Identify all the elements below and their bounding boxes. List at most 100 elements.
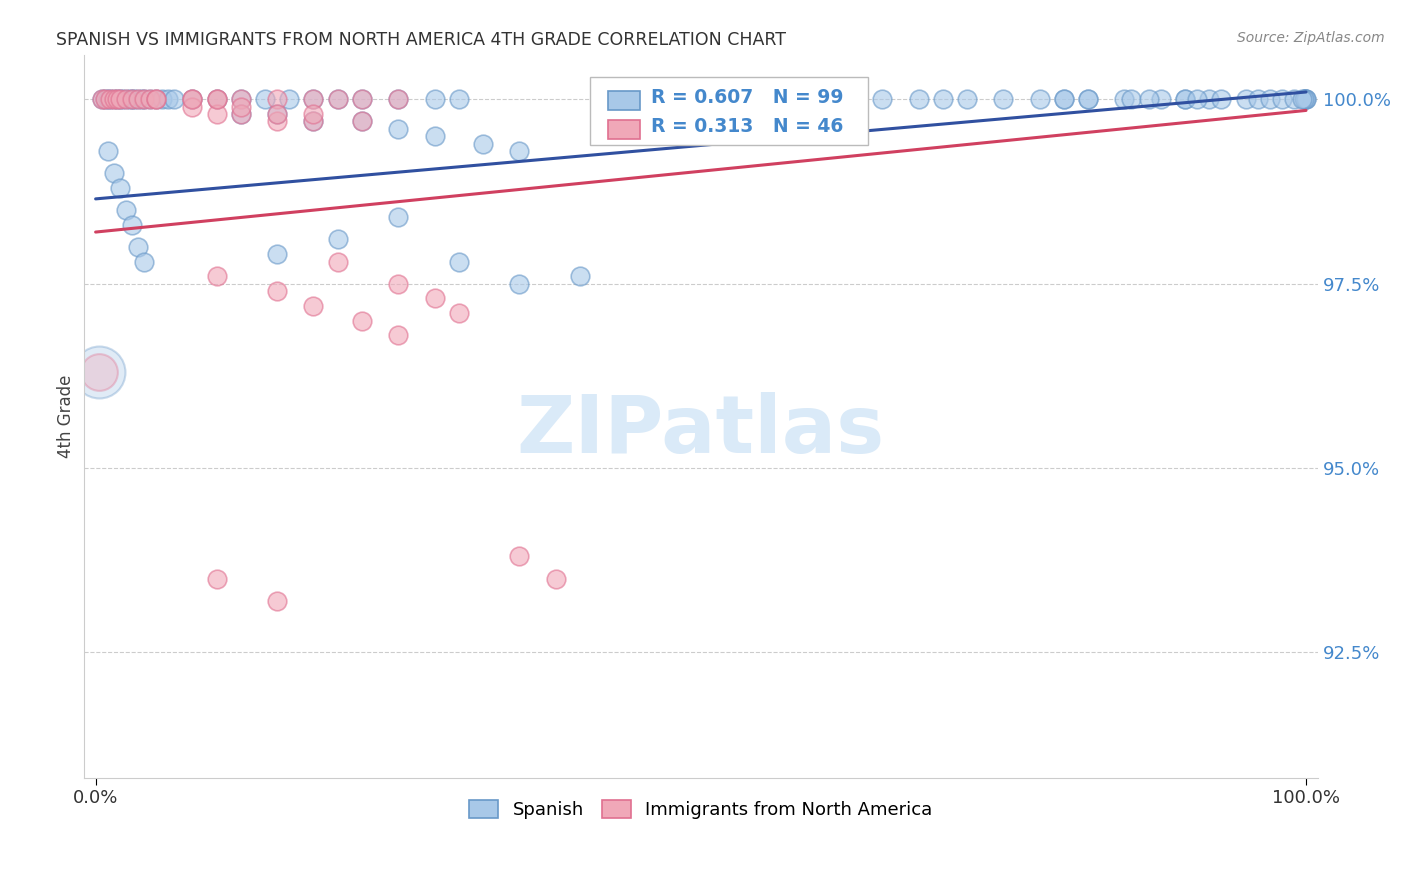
Point [387,92,409,106]
FancyBboxPatch shape [609,120,640,139]
Point [835,92,858,106]
Point [89,365,111,379]
Point [97,92,120,106]
Point [181,92,204,106]
Point [326,254,349,268]
Point [94,92,117,106]
Point [121,92,143,106]
Point [108,181,131,195]
Point [205,92,228,106]
Point [387,211,409,225]
Point [1077,92,1099,106]
Point [544,572,567,586]
Point [447,254,470,268]
Point [266,107,288,121]
Point [907,92,929,106]
Point [1174,92,1197,106]
Point [127,92,149,106]
Point [1053,92,1076,106]
Point [302,92,325,106]
Point [326,92,349,106]
Point [326,92,349,106]
Point [302,107,325,121]
Point [1077,92,1099,106]
Point [1282,92,1305,106]
Point [266,284,288,298]
Point [956,92,979,106]
Point [145,92,167,106]
Point [423,129,446,144]
Point [302,92,325,106]
Point [350,114,373,128]
Point [508,144,530,158]
Point [118,92,141,106]
Point [302,299,325,313]
Point [350,92,373,106]
Point [1211,92,1233,106]
Point [132,254,155,268]
Point [254,92,277,106]
Point [163,92,186,106]
Point [108,92,131,106]
Point [115,92,138,106]
Point [1294,92,1316,106]
Point [508,549,530,564]
Point [350,313,373,327]
Point [103,166,125,180]
Point [1234,92,1257,106]
Point [121,92,143,106]
Point [266,114,288,128]
Point [423,92,446,106]
Point [266,107,288,121]
Point [278,92,301,106]
Point [1185,92,1208,106]
Point [90,92,112,106]
Legend: Spanish, Immigrants from North America: Spanish, Immigrants from North America [463,792,939,826]
Point [139,92,162,106]
Point [1294,92,1316,106]
Point [145,92,167,106]
Point [1246,92,1268,106]
Point [1137,92,1160,106]
Point [568,269,591,284]
Point [1119,92,1142,106]
Point [1114,92,1136,106]
Point [111,92,134,106]
Point [811,92,834,106]
Point [302,114,325,128]
Point [150,92,173,106]
Point [932,92,955,106]
Point [107,92,129,106]
Point [229,92,252,106]
Point [1291,92,1313,106]
Y-axis label: 4th Grade: 4th Grade [58,375,75,458]
Point [108,92,131,106]
Point [115,202,138,217]
Point [115,92,138,106]
Point [1198,92,1220,106]
Point [145,92,167,106]
Text: SPANISH VS IMMIGRANTS FROM NORTH AMERICA 4TH GRADE CORRELATION CHART: SPANISH VS IMMIGRANTS FROM NORTH AMERICA… [56,31,786,49]
Point [127,92,149,106]
Point [98,92,121,106]
FancyBboxPatch shape [589,77,868,145]
Point [90,92,112,106]
Point [229,107,252,121]
Point [127,240,149,254]
Point [205,572,228,586]
Point [387,328,409,343]
Point [132,92,155,106]
Point [447,92,470,106]
Point [1295,92,1317,106]
Point [89,365,111,379]
Point [205,92,228,106]
Point [326,232,349,246]
Point [350,92,373,106]
Point [1295,92,1317,106]
Point [157,92,180,106]
Point [266,593,288,607]
Point [447,306,470,320]
Point [205,269,228,284]
Point [1292,92,1315,106]
Point [1029,92,1052,106]
